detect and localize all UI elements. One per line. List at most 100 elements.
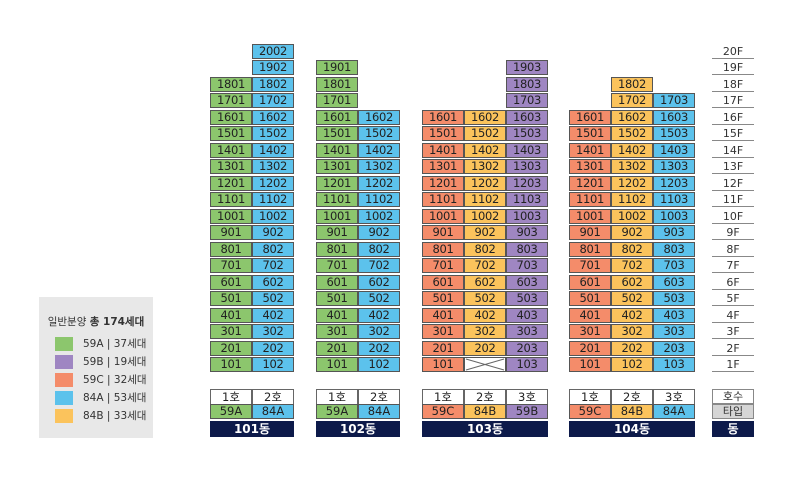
unit-cell[interactable]: 202 [464, 340, 506, 356]
unit-cell[interactable]: 1703 [506, 93, 548, 108]
unit-cell[interactable]: 1001 [422, 208, 464, 224]
unit-cell[interactable]: 1502 [252, 126, 294, 141]
unit-cell[interactable]: 1302 [611, 159, 653, 174]
unit-cell[interactable]: 802 [611, 241, 653, 257]
unit-cell[interactable]: 203 [653, 340, 695, 356]
unit-cell[interactable]: 1201 [210, 175, 252, 191]
unit-cell[interactable]: 701 [316, 258, 358, 273]
unit-cell[interactable]: 403 [653, 307, 695, 323]
unit-cell[interactable]: 1601 [210, 109, 252, 125]
unit-cell[interactable]: 1401 [422, 142, 464, 158]
unit-cell[interactable]: 103 [506, 357, 548, 372]
unit-cell[interactable]: 1701 [316, 93, 358, 108]
unit-cell[interactable]: 401 [316, 307, 358, 323]
unit-cell[interactable]: 1203 [506, 175, 548, 191]
unit-cell[interactable]: 1301 [422, 159, 464, 174]
unit-cell[interactable]: 703 [653, 258, 695, 273]
unit-cell[interactable]: 1302 [252, 159, 294, 174]
unit-cell[interactable]: 801 [316, 241, 358, 257]
unit-cell[interactable]: 302 [358, 324, 400, 339]
unit-cell[interactable]: 1703 [653, 93, 695, 108]
unit-cell[interactable]: 1101 [569, 192, 611, 207]
unit-cell[interactable]: 903 [506, 225, 548, 240]
unit-cell[interactable]: 1101 [422, 192, 464, 207]
unit-cell[interactable]: 801 [210, 241, 252, 257]
unit-cell[interactable]: 401 [422, 307, 464, 323]
unit-cell[interactable]: 303 [653, 324, 695, 339]
unit-cell[interactable]: 102 [252, 357, 294, 372]
unit-cell[interactable]: 1101 [210, 192, 252, 207]
unit-cell[interactable]: 802 [464, 241, 506, 257]
unit-cell[interactable]: 601 [422, 274, 464, 290]
unit-cell[interactable]: 101 [422, 357, 464, 372]
unit-cell[interactable]: 1803 [506, 76, 548, 92]
unit-cell[interactable]: 501 [569, 291, 611, 306]
unit-cell[interactable]: 1103 [653, 192, 695, 207]
unit-cell[interactable]: 1902 [252, 60, 294, 75]
unit-cell[interactable]: 1602 [464, 109, 506, 125]
unit-cell[interactable]: 801 [569, 241, 611, 257]
unit-cell[interactable]: 1702 [252, 93, 294, 108]
unit-cell[interactable]: 1402 [358, 142, 400, 158]
unit-cell[interactable]: 201 [569, 340, 611, 356]
unit-cell[interactable]: 202 [252, 340, 294, 356]
unit-cell[interactable]: 1102 [358, 192, 400, 207]
unit-cell[interactable]: 902 [611, 225, 653, 240]
unit-cell[interactable]: 702 [252, 258, 294, 273]
unit-cell[interactable]: 1301 [210, 159, 252, 174]
unit-cell[interactable]: 1003 [653, 208, 695, 224]
unit-cell[interactable]: 103 [653, 357, 695, 372]
unit-cell[interactable]: 901 [422, 225, 464, 240]
unit-cell[interactable]: 202 [611, 340, 653, 356]
unit-cell[interactable]: 1503 [506, 126, 548, 141]
unit-cell[interactable]: 102 [611, 357, 653, 372]
unit-cell[interactable]: 1203 [653, 175, 695, 191]
unit-cell[interactable]: 1402 [464, 142, 506, 158]
unit-cell[interactable]: 902 [464, 225, 506, 240]
unit-cell[interactable]: 1102 [252, 192, 294, 207]
unit-cell[interactable]: 1303 [506, 159, 548, 174]
unit-cell[interactable]: 402 [464, 307, 506, 323]
unit-cell[interactable]: 302 [611, 324, 653, 339]
unit-cell[interactable]: 1602 [252, 109, 294, 125]
unit-cell[interactable]: 303 [506, 324, 548, 339]
unit-cell[interactable]: 1002 [611, 208, 653, 224]
unit-cell[interactable]: 602 [358, 274, 400, 290]
unit-cell[interactable]: 503 [653, 291, 695, 306]
unit-cell[interactable]: 301 [422, 324, 464, 339]
unit-cell[interactable]: 603 [653, 274, 695, 290]
unit-cell[interactable]: 501 [422, 291, 464, 306]
unit-cell[interactable]: 1602 [611, 109, 653, 125]
unit-cell[interactable]: 1702 [611, 93, 653, 108]
unit-cell[interactable]: 1502 [358, 126, 400, 141]
unit-cell[interactable]: 301 [316, 324, 358, 339]
unit-cell[interactable]: 1602 [358, 109, 400, 125]
unit-cell[interactable]: 1402 [611, 142, 653, 158]
unit-cell[interactable]: 101 [569, 357, 611, 372]
unit-cell[interactable]: 1101 [316, 192, 358, 207]
unit-cell[interactable]: 901 [210, 225, 252, 240]
unit-cell[interactable]: 1303 [653, 159, 695, 174]
unit-cell[interactable]: 1603 [653, 109, 695, 125]
unit-cell[interactable]: 1501 [316, 126, 358, 141]
unit-cell[interactable]: 702 [611, 258, 653, 273]
unit-cell[interactable]: 1001 [316, 208, 358, 224]
unit-cell[interactable]: 602 [464, 274, 506, 290]
unit-cell[interactable]: 1501 [422, 126, 464, 141]
unit-cell[interactable]: 701 [569, 258, 611, 273]
unit-cell[interactable]: 1201 [569, 175, 611, 191]
unit-cell[interactable]: 403 [506, 307, 548, 323]
unit-cell[interactable]: 301 [210, 324, 252, 339]
unit-cell[interactable]: 1502 [464, 126, 506, 141]
unit-cell[interactable]: 201 [210, 340, 252, 356]
unit-cell[interactable]: 703 [506, 258, 548, 273]
unit-cell[interactable]: 701 [210, 258, 252, 273]
unit-cell[interactable]: 102 [358, 357, 400, 372]
unit-cell[interactable]: 602 [252, 274, 294, 290]
unit-cell[interactable]: 601 [569, 274, 611, 290]
unit-cell[interactable]: 902 [358, 225, 400, 240]
unit-cell[interactable]: 502 [611, 291, 653, 306]
unit-cell[interactable]: 1103 [506, 192, 548, 207]
unit-cell[interactable]: 802 [358, 241, 400, 257]
unit-cell[interactable]: 1201 [422, 175, 464, 191]
